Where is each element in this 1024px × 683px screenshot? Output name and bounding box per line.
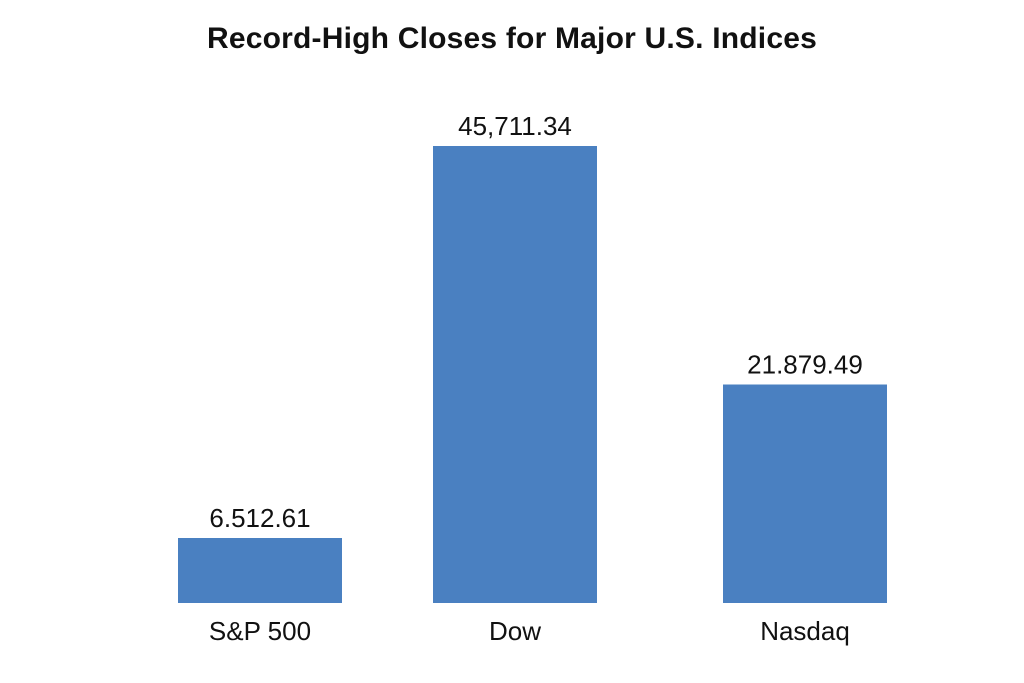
bars-layer bbox=[178, 146, 887, 603]
value-labels-layer: 6.512.61 45,711.34 21.879.49 bbox=[209, 111, 862, 533]
bar-nasdaq bbox=[723, 384, 887, 603]
bar-s-and-p-500 bbox=[178, 537, 342, 603]
value-label-dow: 45,711.34 bbox=[458, 111, 572, 141]
chart-title: Record-High Closes for Major U.S. Indice… bbox=[207, 22, 817, 55]
category-label-dow: Dow bbox=[489, 616, 541, 646]
bar-dow bbox=[433, 146, 597, 603]
category-labels-layer: S&P 500 Dow Nasdaq bbox=[209, 616, 850, 646]
category-label-nasdaq: Nasdaq bbox=[760, 616, 850, 646]
value-label-nasdaq: 21.879.49 bbox=[747, 349, 863, 379]
value-label-s-and-p-500: 6.512.61 bbox=[209, 503, 310, 533]
category-label-s-and-p-500: S&P 500 bbox=[209, 616, 311, 646]
